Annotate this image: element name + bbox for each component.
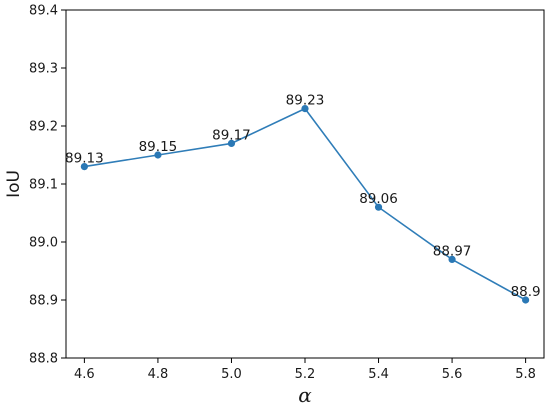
y-tick-label: 88.9 <box>29 294 58 309</box>
y-tick-label: 89.3 <box>29 62 58 77</box>
x-tick-label: 5.2 <box>295 367 316 382</box>
x-tick-label: 5.8 <box>515 367 536 382</box>
data-point <box>227 139 236 147</box>
x-tick-label: 4.8 <box>148 367 169 382</box>
data-point <box>522 296 530 304</box>
data-point <box>448 255 456 263</box>
y-axis-ticks: 88.8 88.9 89.0 89.1 89.2 89.3 89.4 <box>29 4 66 367</box>
x-tick-label: 5.4 <box>368 367 389 382</box>
y-axis-label: IoU <box>4 170 24 198</box>
x-tick-label: 5.6 <box>442 367 463 382</box>
data-label: 89.17 <box>212 127 251 143</box>
y-tick-label: 89.1 <box>29 178 58 193</box>
data-label: 88.97 <box>433 243 472 259</box>
x-axis-label: α <box>298 383 312 407</box>
y-tick-label: 89.0 <box>29 236 58 251</box>
y-tick-label: 89.4 <box>29 4 58 19</box>
x-tick-label: 4.6 <box>74 367 95 382</box>
y-tick-label: 89.2 <box>29 120 58 135</box>
y-tick-label: 88.8 <box>29 352 58 367</box>
data-label: 88.9 <box>511 284 541 300</box>
data-label: 89.23 <box>286 93 325 109</box>
x-tick-label: 5.0 <box>221 367 242 382</box>
data-labels: 89.13 89.15 89.17 89.23 89.06 88.97 88.9 <box>65 93 541 300</box>
x-axis-ticks: 4.6 4.8 5.0 5.2 5.4 5.6 5.8 <box>74 358 536 382</box>
data-label: 89.06 <box>359 191 398 207</box>
data-point <box>374 203 383 211</box>
data-point <box>80 163 88 171</box>
data-label: 89.13 <box>65 151 104 167</box>
data-label: 89.15 <box>139 139 178 155</box>
data-points <box>80 105 530 304</box>
data-point <box>154 151 162 159</box>
data-point <box>301 105 309 113</box>
